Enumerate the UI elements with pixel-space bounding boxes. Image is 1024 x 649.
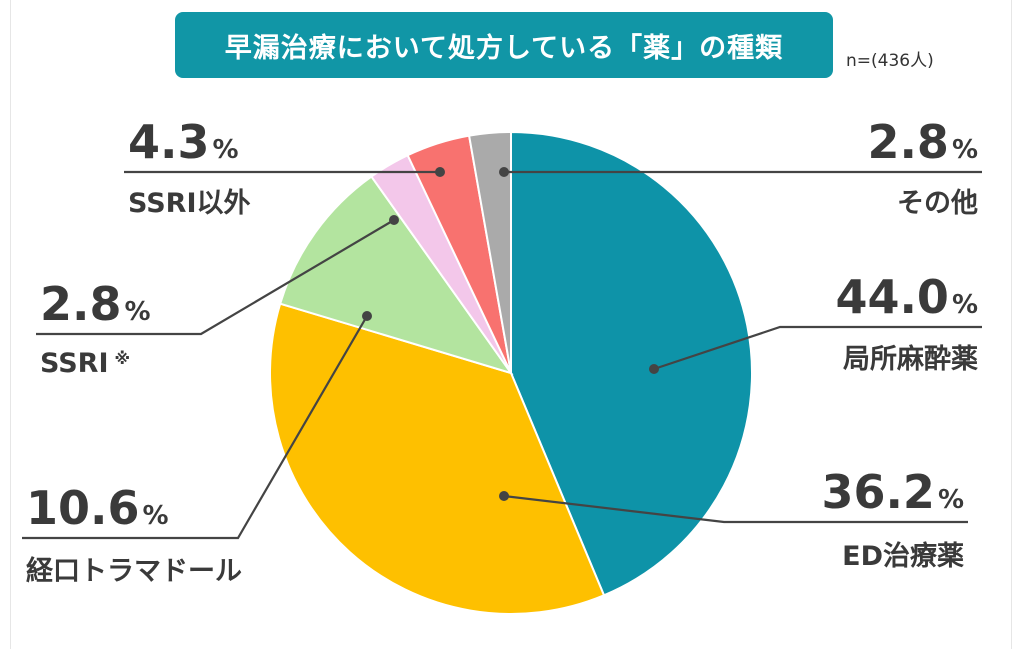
slice-label-2: ED治療薬 — [842, 541, 964, 572]
pie-slice-2 — [269, 302, 606, 615]
pie-slices — [269, 130, 753, 615]
leader-line-1 — [653, 325, 982, 371]
leader-dot-3 — [362, 311, 372, 321]
leader-dot-4 — [389, 215, 399, 225]
pie-slice-6 — [467, 130, 512, 374]
slice-label-4: SSRI ※ — [40, 348, 130, 379]
chart-frame — [10, 0, 1012, 649]
slice-label-5: SSRI以外 — [128, 188, 251, 219]
slice-value-6: 2.8% — [867, 115, 978, 169]
leader-line-2 — [503, 494, 968, 524]
slice-value-2: 36.2% — [821, 465, 964, 519]
slice-value-3: 10.6% — [26, 481, 169, 535]
pie-slice-3 — [278, 175, 514, 375]
leader-dot-2 — [499, 491, 509, 501]
sample-size: n=(436人) — [846, 51, 934, 71]
leader-dot-6 — [499, 167, 509, 177]
slice-value-1: 44.0% — [835, 270, 978, 324]
slice-label-1: 局所麻酔薬 — [843, 344, 978, 375]
leader-lines — [22, 167, 982, 540]
leader-dot-1 — [649, 364, 659, 374]
slice-labels: 44.0 % 局所麻酔薬 36.2 % ED治療薬 10.6 % 経口トラマドール 2.8 % SSR… — [26, 115, 978, 587]
slice-label-3: 経口トラマドール — [26, 555, 242, 587]
leader-line-3 — [22, 315, 368, 540]
slice-label-6: その他 — [897, 188, 978, 219]
slice-value-5: 4.3% — [128, 115, 239, 169]
slice-value-4: 2.8% — [40, 277, 151, 331]
title-banner: 早漏治療において処方している「薬」の種類 — [175, 12, 833, 78]
pie-slice-1 — [510, 130, 753, 597]
leader-line-4 — [36, 219, 395, 336]
leader-dot-5 — [435, 167, 445, 177]
chart-title: 早漏治療において処方している「薬」の種類 — [224, 32, 784, 64]
